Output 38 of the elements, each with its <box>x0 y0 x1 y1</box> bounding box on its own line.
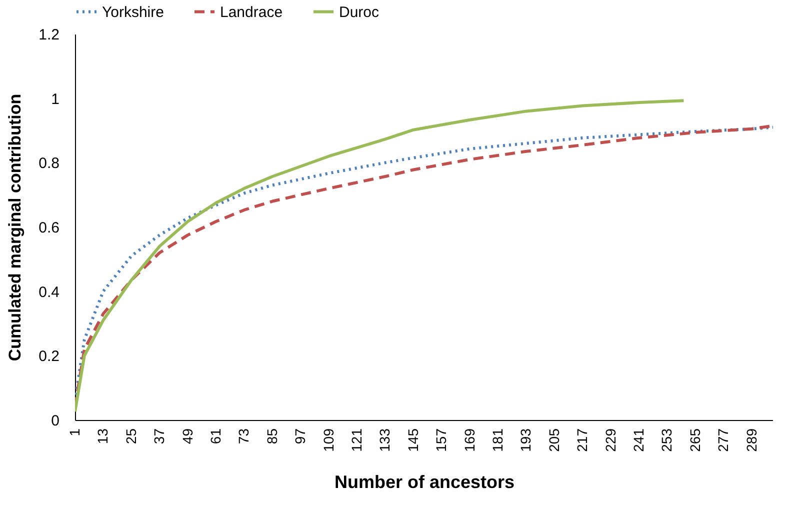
line-series <box>75 99 686 414</box>
y-tick-label: 1 <box>51 90 60 108</box>
x-tick-label: 1 <box>66 428 82 436</box>
x-tick-label: 289 <box>743 428 760 452</box>
y-axis-title: Cumulated marginal contribution <box>6 94 25 362</box>
legend-label: Duroc <box>339 4 380 21</box>
x-tick-label: 169 <box>461 428 478 452</box>
x-tick-label: 97 <box>292 428 308 444</box>
x-tick-label: 109 <box>320 428 336 452</box>
x-tick-label: 25 <box>122 428 139 444</box>
y-tick-label: 0.2 <box>38 348 60 366</box>
x-tick-label: 85 <box>264 428 280 444</box>
x-tick-label: 133 <box>376 428 393 452</box>
x-tick-label: 217 <box>574 428 590 452</box>
x-axis-title: Number of ancestors <box>334 472 515 492</box>
x-tick-label: 37 <box>151 428 168 444</box>
x-tick-label: 157 <box>433 428 450 452</box>
x-tick-label: 205 <box>546 428 562 452</box>
legend-label: Yorkshire <box>102 4 164 21</box>
x-tick-label: 181 <box>490 428 506 452</box>
x-tick-label: 13 <box>94 428 111 444</box>
y-tick-label: 0 <box>51 412 60 430</box>
x-tick-label: 121 <box>348 428 365 452</box>
x-tick-label: 73 <box>236 428 252 444</box>
y-tick-label: 1.2 <box>38 26 60 44</box>
x-tick-label: 193 <box>518 428 534 452</box>
x-tick-label: 253 <box>658 428 675 452</box>
x-tick-label: 145 <box>404 428 421 452</box>
x-tick-label: 229 <box>602 428 618 452</box>
y-tick-label: 0.6 <box>38 220 60 236</box>
x-tick-label: 265 <box>686 428 703 452</box>
legend-label: Landrace <box>220 4 283 21</box>
y-tick-label: 0.4 <box>38 284 60 301</box>
x-tick-label: 277 <box>715 428 732 452</box>
x-tick-label: 49 <box>179 428 196 444</box>
x-tick-label: 61 <box>208 428 224 444</box>
x-tick-label: 241 <box>630 428 647 452</box>
y-tick-label: 0.8 <box>38 155 60 172</box>
